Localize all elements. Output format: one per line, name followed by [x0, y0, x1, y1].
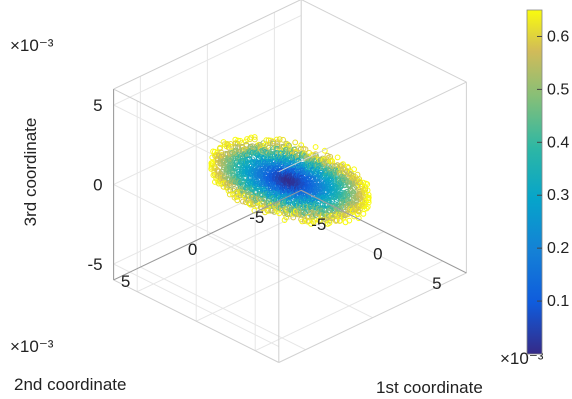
data-point — [339, 162, 345, 168]
data-point — [284, 141, 291, 148]
grid-line — [113, 14, 302, 106]
data-point — [249, 192, 255, 199]
data-point — [346, 217, 353, 224]
grid-line — [113, 184, 280, 268]
data-point — [226, 150, 233, 157]
data-point — [234, 197, 241, 204]
colorbar-tick-label: 0.4 — [547, 134, 569, 151]
scatter-points — [208, 134, 372, 227]
data-point — [251, 136, 258, 143]
grid-line — [207, 234, 373, 319]
data-point — [333, 218, 339, 224]
data-point — [292, 139, 299, 146]
y-tick-label: -5 — [249, 208, 264, 227]
colorbar-ticks: 0.1 0.2 0.3 0.4 0.5 0.6 — [537, 28, 569, 310]
z-exponent-label: ×10⁻³ — [10, 36, 54, 55]
data-point — [228, 143, 235, 150]
data-point — [334, 154, 341, 161]
box-edge — [113, 0, 302, 90]
data-point — [216, 145, 223, 152]
data-point — [251, 134, 258, 140]
box-edge — [278, 81, 467, 173]
z-tick-label: -5 — [87, 255, 102, 274]
data-point — [254, 161, 261, 167]
x-tick-label: 0 — [373, 245, 382, 264]
data-point — [351, 166, 358, 173]
data-point — [354, 211, 361, 218]
colorbar-tick-label: 0.6 — [547, 28, 569, 45]
box-edge — [113, 279, 280, 363]
tick-labels: -5 0 5 -5 0 5 -5 0 5 — [87, 96, 441, 293]
data-point — [223, 173, 230, 179]
y-exponent-label: ×10⁻³ — [10, 337, 54, 356]
data-point — [326, 220, 333, 226]
data-point — [209, 154, 216, 161]
box-edge — [301, 0, 467, 83]
colorbar-tick-label: 0.3 — [547, 187, 569, 204]
colorbar-gradient — [526, 9, 543, 355]
data-point — [329, 215, 335, 222]
data-point — [350, 189, 357, 196]
y-axis-label: 2nd coordinate — [14, 375, 126, 394]
x-axis-line — [300, 189, 467, 274]
grid-line — [113, 263, 280, 348]
y-axis-line — [113, 189, 302, 281]
colorbar: 0.1 0.2 0.3 0.4 0.5 0.6 — [526, 9, 569, 355]
data-point — [310, 219, 317, 225]
z-tick-label: 0 — [93, 176, 102, 195]
data-point — [232, 165, 239, 171]
data-point — [356, 176, 363, 182]
y-tick-label: 0 — [188, 240, 197, 259]
axes-front-edges — [113, 0, 467, 363]
data-point — [360, 211, 367, 217]
data-point — [283, 214, 290, 221]
colorbar-tick-label: 0.1 — [547, 293, 569, 310]
x-tick-label: 5 — [432, 274, 441, 293]
z-tick-label: 5 — [93, 96, 102, 115]
data-point — [345, 165, 352, 171]
data-point — [232, 140, 239, 147]
z-axis-label: 3rd coordinate — [21, 118, 40, 227]
data-point — [226, 191, 233, 198]
data-point — [312, 144, 319, 150]
data-point — [365, 199, 372, 206]
data-point — [365, 191, 372, 198]
colorbar-tick-label: 0.5 — [547, 81, 569, 98]
grid-line — [140, 266, 306, 351]
data-point — [364, 181, 371, 188]
data-point — [327, 153, 334, 160]
grid-line — [113, 94, 302, 185]
data-point — [281, 217, 288, 224]
data-point — [280, 136, 287, 143]
data-point — [276, 136, 283, 143]
data-point — [235, 137, 241, 144]
y-tick-label: 5 — [121, 272, 130, 291]
colorbar-tick-label: 0.2 — [547, 240, 569, 257]
box-edge — [278, 272, 467, 363]
data-point — [234, 193, 241, 200]
x-tick-label: -5 — [311, 215, 326, 234]
data-point — [305, 213, 312, 220]
data-point — [267, 140, 274, 147]
data-point — [302, 146, 309, 153]
x-axis-label: 1st coordinate — [376, 378, 483, 397]
data-point — [328, 157, 335, 164]
